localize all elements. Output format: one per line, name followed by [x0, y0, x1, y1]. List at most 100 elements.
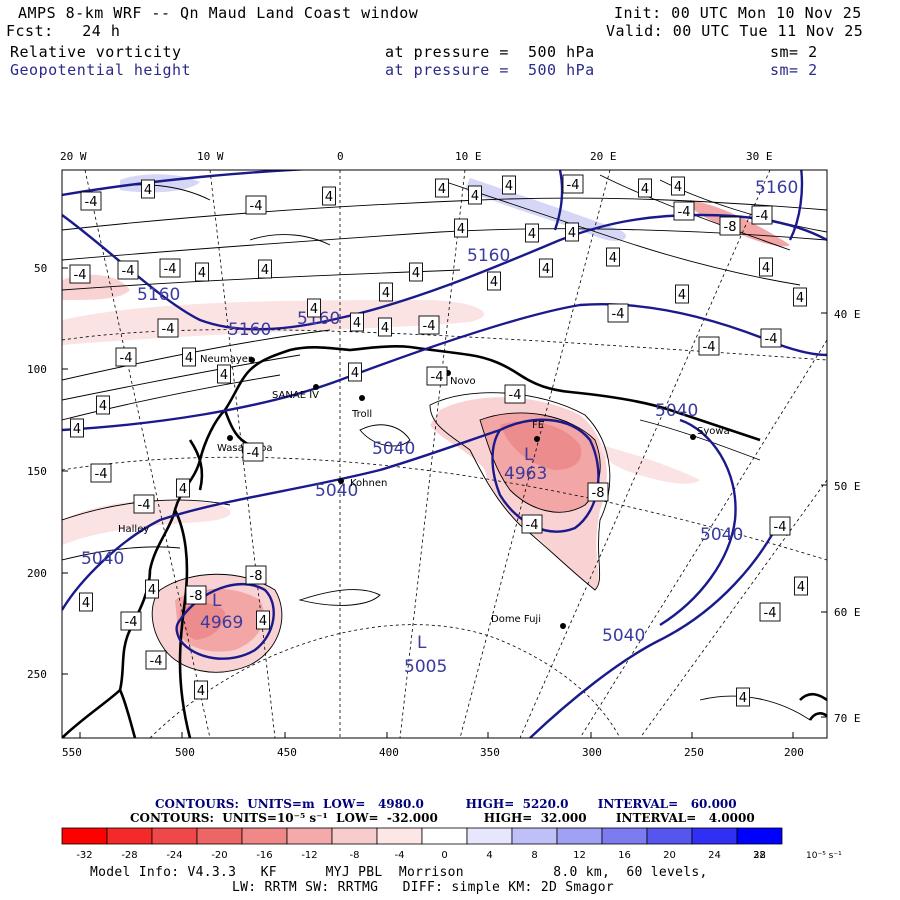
scale-swatch: [331, 827, 378, 845]
vorticity-label-box: [698, 336, 720, 356]
title: AMPS 8-km WRF -- Qn Maud Land Coast wind…: [18, 4, 419, 22]
vorticity-label-box: [502, 175, 516, 195]
vorticity-label: -4: [678, 205, 691, 220]
scale-swatch: [421, 827, 468, 845]
left-y-label: 150: [27, 465, 47, 478]
vorticity-label-box: [194, 680, 208, 700]
vorticity-label-box: [115, 347, 137, 367]
vorticity-contour-info: CONTOURS: UNITS=10⁻⁵ s⁻¹ LOW= -32.000 HI…: [130, 811, 755, 825]
height-label: 5040: [372, 439, 415, 459]
vorticity-label-box: [638, 178, 652, 198]
vorticity-label-box: [242, 442, 264, 462]
vorticity-label-box: [90, 463, 112, 483]
vorticity-label: -8: [592, 486, 605, 501]
vorticity-label: 4: [353, 316, 361, 331]
low-value: 5005: [404, 657, 447, 677]
scale-swatch: [646, 827, 693, 845]
vorticity-label: -4: [125, 615, 138, 630]
vorticity-label-box: [793, 287, 807, 307]
right-lon-label: 40 E: [834, 308, 861, 321]
station-label: Kohnen: [350, 478, 387, 489]
scale-tick-label: -20: [211, 850, 227, 861]
scale-tick-label: 32: [753, 850, 766, 861]
vorticity-label-box: [307, 298, 321, 318]
bottom-x-label: 450: [277, 746, 297, 759]
vorticity-label-box: [525, 223, 539, 243]
low-letter: L: [417, 633, 427, 653]
bottom-x-label: 400: [379, 746, 399, 759]
vorticity-label-box: [80, 191, 102, 211]
forecast-hour: Fcst: 24 h: [6, 22, 121, 40]
map-frame: [61, 169, 828, 739]
vorticity-label: 4: [197, 684, 205, 699]
vorticity-label: 4: [678, 288, 686, 303]
left-y-label: 200: [27, 567, 47, 580]
vorticity-label-box: [539, 258, 553, 278]
vorticity-label-box: [409, 262, 423, 282]
vorticity-label: -4: [526, 518, 539, 533]
station-dot: [534, 436, 540, 442]
vorticity-label: 4: [412, 266, 420, 281]
top-lon-label: 0: [337, 150, 344, 163]
vorticity-label-box: [673, 201, 695, 221]
station-label: Novo: [450, 376, 476, 387]
vorticity-label: 4: [609, 251, 617, 266]
vorticity-label: 4: [179, 482, 187, 497]
vorticity-label-box: [468, 185, 482, 205]
vorticity-label: -4: [120, 351, 133, 366]
vorticity-label-box: [350, 312, 364, 332]
bottom-x-label: 250: [684, 746, 704, 759]
vorticity-label-box: [79, 592, 93, 612]
top-lon-label: 20 E: [590, 150, 617, 163]
vorticity-label: 4: [797, 580, 805, 595]
vorticity-label: 4: [490, 275, 498, 290]
scale-tick-label: -12: [301, 850, 317, 861]
scale-swatch: [376, 827, 423, 845]
height-label: 5160: [467, 246, 510, 266]
left-y-label: 50: [34, 262, 47, 275]
station-label: Syowa: [697, 426, 730, 437]
scale-tick-label: 0: [441, 850, 447, 861]
scale-tick-label: -24: [166, 850, 182, 861]
init-time: Init: 00 UTC Mon 10 Nov 25: [614, 4, 862, 22]
scale-tick-label: 24: [708, 850, 721, 861]
vorticity-label-box: [379, 282, 393, 302]
scale-swatch: [151, 827, 198, 845]
vorticity-label-box: [348, 362, 362, 382]
bottom-x-label: 200: [784, 746, 804, 759]
right-lon-label: 50 E: [834, 480, 861, 493]
vorticity-label: 4: [796, 291, 804, 306]
vorticity-label: 4: [739, 691, 747, 706]
scale-swatch: [286, 827, 333, 845]
height-label: 5040: [602, 626, 645, 646]
vorticity-label: 4: [568, 226, 576, 241]
top-lon-label: 10 W: [197, 150, 224, 163]
low-letter: L: [524, 445, 534, 465]
station-label: Dome Fuji: [491, 614, 541, 625]
right-lon-label: 60 E: [834, 606, 861, 619]
vorticity-label-box: [245, 195, 267, 215]
left-y-label: 100: [27, 363, 47, 376]
vorticity-label: -4: [250, 199, 263, 214]
vorticity-label: 4: [144, 183, 152, 198]
scale-tick-label: 8: [531, 850, 537, 861]
vorticity-label: -4: [423, 319, 436, 334]
scale-tick-label: 4: [486, 850, 492, 861]
station-label: FE: [532, 420, 544, 431]
scale-unit: 10⁻⁵ s⁻¹: [806, 851, 842, 861]
station-dot: [338, 478, 344, 484]
scale-swatch: [466, 827, 513, 845]
station-label: SANAE IV: [272, 390, 319, 401]
height-label: 5040: [655, 401, 698, 421]
vorticity-label: -4: [164, 262, 177, 277]
station-dot: [560, 623, 566, 629]
vorticity-label-box: [159, 258, 181, 278]
vorticity-label: -4: [431, 370, 444, 385]
scale-swatch: [556, 827, 603, 845]
vorticity-label: 4: [99, 399, 107, 414]
vorticity-label-box: [794, 576, 808, 596]
vorticity-label-box: [587, 482, 609, 502]
bottom-x-label: 300: [582, 746, 602, 759]
height-label: 5040: [315, 481, 358, 501]
vorticity-label-box: [719, 216, 741, 236]
